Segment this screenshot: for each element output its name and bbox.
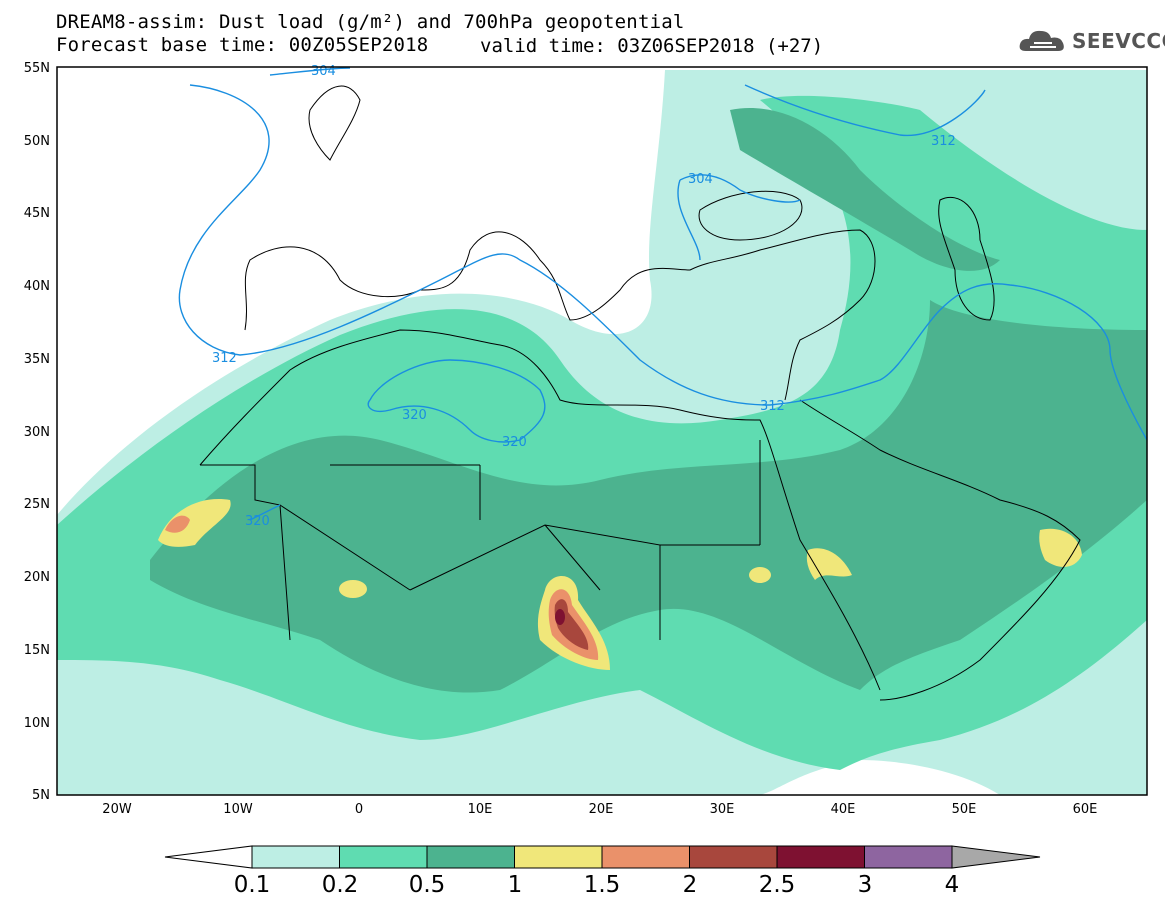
lat-label: 20N [24, 570, 50, 585]
lon-label: 20W [102, 802, 132, 817]
north-africa-coast [199, 329, 881, 691]
dust-field [57, 67, 1147, 795]
dust-level-0-5 [150, 300, 1147, 693]
lon-label: 10W [223, 802, 253, 817]
lat-label: 55N [24, 61, 50, 76]
dust-level-0-5-north [730, 108, 1000, 271]
arabia-coast [799, 399, 1081, 701]
logo-text: SEEVCCC [1072, 29, 1165, 53]
map-title: DREAM8-assim: Dust load (g/m²) and 700hP… [56, 11, 685, 33]
colorbar-tick: 0.2 [321, 872, 359, 898]
dust-level-2-5-chad [555, 609, 565, 625]
geopotential-contours [178, 67, 1147, 521]
coastlines [199, 85, 1081, 701]
contour-label-320-west: 320 [245, 514, 270, 529]
lat-label: 45N [24, 206, 50, 221]
lat-label: 30N [24, 425, 50, 440]
lon-label: 40E [831, 802, 856, 817]
colorbar-box [514, 845, 603, 869]
europe-coast [244, 229, 876, 401]
contour-320 [367, 359, 546, 443]
longitude-axis: 20W 10W 0 10E 20E 30E 40E 50E 60E [102, 802, 1097, 817]
lon-label: 10E [468, 802, 493, 817]
colorbar-box [601, 845, 690, 869]
contour-label-312-north: 312 [931, 134, 956, 149]
contour-312-north [744, 84, 986, 137]
dust-level-1-west [158, 499, 231, 547]
contour-label-304-east: 304 [688, 172, 713, 187]
lat-label: 40N [24, 279, 50, 294]
dust-level-1-sudan-west [749, 567, 771, 583]
colorbar-tick: 0.1 [233, 872, 271, 898]
map-frame [56, 66, 1148, 796]
dust-level-1-oman [1039, 528, 1082, 567]
colorbar-box [426, 845, 515, 869]
colorbar-box [251, 845, 340, 869]
colorbar-tick: 4 [944, 872, 960, 898]
colorbar-tick: 0.5 [408, 872, 446, 898]
colorbar-box [776, 845, 865, 869]
dust-level-1-sudan [806, 548, 852, 580]
seevccc-logo: SEEVCCC [1018, 26, 1165, 56]
uk-coast [308, 85, 361, 161]
contour-304-west [269, 67, 351, 76]
latitude-axis: 55N 50N 45N 40N 35N 30N 25N 20N 15N 10N … [24, 61, 50, 803]
black-sea [698, 190, 803, 241]
lon-label: 20E [589, 802, 614, 817]
lon-label: 0 [355, 802, 363, 817]
colorbar-box [689, 845, 778, 869]
lat-label: 50N [24, 134, 50, 149]
dust-level-1-mali [339, 580, 367, 598]
lon-label: 60E [1073, 802, 1098, 817]
colorbar-boxes [251, 845, 953, 869]
contour-label-320-north: 320 [402, 408, 427, 423]
colorbar-tick: 1.5 [583, 872, 621, 898]
contour-label-320-east: 320 [502, 435, 527, 450]
colorbar-tick: 2 [682, 872, 698, 898]
colorbar-box [864, 845, 953, 869]
valid-time: valid time: 03Z06SEP2018 (+27) [480, 35, 824, 57]
lon-label: 50E [952, 802, 977, 817]
lat-label: 35N [24, 352, 50, 367]
colorbar-box [339, 845, 428, 869]
colorbar-max-arrow [951, 845, 1041, 869]
contour-label-312-west: 312 [212, 351, 237, 366]
africa-borders [200, 440, 761, 641]
colorbar-tick: 1 [507, 872, 523, 898]
contour-label-312-east: 312 [760, 399, 785, 414]
colorbar-tick: 3 [857, 872, 873, 898]
lon-label: 30E [710, 802, 735, 817]
colorbar [164, 845, 1041, 869]
lat-label: 25N [24, 497, 50, 512]
lat-label: 10N [24, 716, 50, 731]
contour-312-west [178, 84, 1147, 441]
lat-label: 5N [32, 788, 50, 803]
contour-304-east [677, 174, 801, 261]
contour-320-west [249, 504, 281, 521]
dust-level-1-5-west [165, 515, 190, 533]
cloud-icon [1019, 30, 1064, 51]
colorbar-min-arrow [164, 845, 253, 869]
lat-label: 15N [24, 643, 50, 658]
forecast-base-time: Forecast base time: 00Z05SEP2018 [56, 34, 429, 56]
caspian-sea [938, 197, 995, 321]
colorbar-tick: 2.5 [758, 872, 796, 898]
